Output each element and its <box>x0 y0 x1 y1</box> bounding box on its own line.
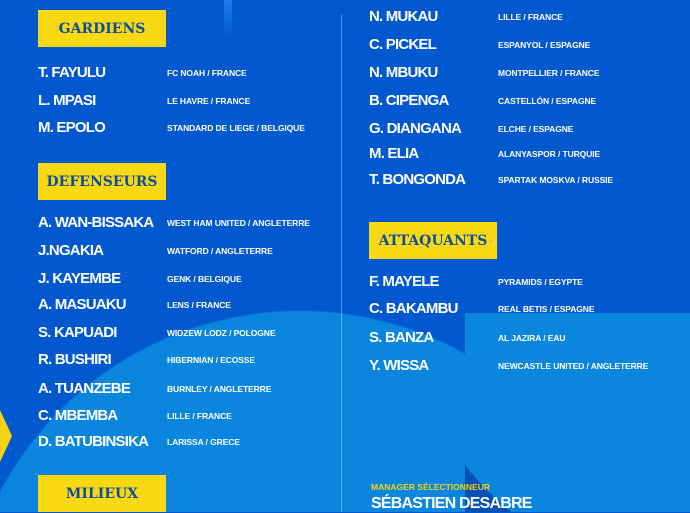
player-name: A. WAN-BISSAKA <box>38 214 154 231</box>
player-club: PYRAMIDS / EGYPTE <box>498 277 583 287</box>
light-streak <box>224 0 232 40</box>
player-row: T. BONGONDA SPARTAK MOSKVA / RUSSIE <box>369 170 669 190</box>
player-row: B. CIPENGA CASTELLÓN / ESPAGNE <box>369 91 669 111</box>
player-row: Y. WISSA NEWCASTLE UNITED / ANGLETERRE <box>369 356 669 376</box>
player-club: WIDZEW LODZ / POLOGNE <box>167 328 276 338</box>
player-name: J.NGAKIA <box>38 242 104 259</box>
player-club: ELCHE / ESPAGNE <box>498 124 574 134</box>
player-club: GENK / BELGIQUE <box>167 274 242 284</box>
manager-label: MANAGER SÉLECTIONNEUR <box>371 482 491 492</box>
player-club: STANDARD DE LIEGE / BELGIQUE <box>167 123 305 133</box>
player-row: L. MPASI LE HAVRE / FRANCE <box>38 91 338 111</box>
player-row: T. FAYULU FC NOAH / FRANCE <box>38 63 338 83</box>
player-club: NEWCASTLE UNITED / ANGLETERRE <box>498 361 649 371</box>
player-club: AL JAZIRA / EAU <box>498 333 566 343</box>
player-club: FC NOAH / FRANCE <box>167 68 247 78</box>
player-row: A. TUANZEBE BURNLEY / ANGLETERRE <box>38 379 338 399</box>
player-row: S. KAPUADI WIDZEW LODZ / POLOGNE <box>38 323 338 343</box>
player-name: B. CIPENGA <box>369 92 449 109</box>
player-club: CASTELLÓN / ESPAGNE <box>498 96 597 106</box>
player-name: M. EPOLO <box>38 119 106 136</box>
player-name: J. KAYEMBE <box>38 270 121 287</box>
player-name: F. MAYELE <box>369 273 440 290</box>
header-defenseurs: DEFENSEURS <box>38 163 166 200</box>
player-row: F. MAYELE PYRAMIDS / EGYPTE <box>369 272 669 292</box>
player-name: S. BANZA <box>369 329 434 346</box>
player-club: ALANYASPOR / TURQUIE <box>498 149 601 159</box>
player-row: C. PICKEL ESPANYOL / ESPAGNE <box>369 35 669 55</box>
player-name: M. ELIA <box>369 145 419 162</box>
player-name: A. TUANZEBE <box>38 380 131 397</box>
player-name: R. BUSHIRI <box>38 351 112 368</box>
player-name: G. DIANGANA <box>369 120 462 137</box>
player-club: LENS / FRANCE <box>167 300 231 310</box>
player-name: D. BATUBINSIKA <box>38 433 149 450</box>
player-club: REAL BETIS / ESPAGNE <box>498 304 595 314</box>
player-name: N. MBUKU <box>369 64 438 81</box>
player-name: T. BONGONDA <box>369 171 466 188</box>
player-row: A. WAN-BISSAKA WEST HAM UNITED / ANGLETER… <box>38 213 338 233</box>
player-club: LE HAVRE / FRANCE <box>167 96 251 106</box>
player-row: D. BATUBINSIKA LARISSA / GRECE <box>38 432 338 452</box>
player-row: S. BANZA AL JAZIRA / EAU <box>369 328 669 348</box>
player-club: SPARTAK MOSKVA / RUSSIE <box>498 175 613 185</box>
player-row: N. MUKAU LILLE / FRANCE <box>369 7 669 27</box>
player-club: LARISSA / GRECE <box>167 437 240 447</box>
player-name: T. FAYULU <box>38 64 106 81</box>
player-row: M. EPOLO STANDARD DE LIEGE / BELGIQUE <box>38 118 338 138</box>
player-name: N. MUKAU <box>369 8 438 25</box>
player-name: S. KAPUADI <box>38 324 117 341</box>
column-divider <box>341 15 342 512</box>
player-row: G. DIANGANA ELCHE / ESPAGNE <box>369 119 669 139</box>
player-club: LILLE / FRANCE <box>167 411 232 421</box>
player-club: BURNLEY / ANGLETERRE <box>167 384 272 394</box>
player-club: MONTPELLIER / FRANCE <box>498 68 600 78</box>
player-row: C. BAKAMBU REAL BETIS / ESPAGNE <box>369 299 669 319</box>
header-gardiens: GARDIENS <box>38 10 166 47</box>
player-name: C. MBEMBA <box>38 407 118 424</box>
player-name: C. BAKAMBU <box>369 300 458 317</box>
player-name: L. MPASI <box>38 92 96 109</box>
player-row: J. KAYEMBE GENK / BELGIQUE <box>38 269 338 289</box>
manager-name: SÉBASTIEN DESABRE <box>371 495 532 512</box>
header-attaquants: ATTAQUANTS <box>369 222 497 259</box>
player-row: J.NGAKIA WATFORD / ANGLETERRE <box>38 241 338 261</box>
yellow-triangle <box>0 410 12 462</box>
player-club: ESPANYOL / ESPAGNE <box>498 40 591 50</box>
player-club: HIBERNIAN / ECOSSE <box>167 355 255 365</box>
player-club: WATFORD / ANGLETERRE <box>167 246 273 256</box>
player-club: LILLE / FRANCE <box>498 12 563 22</box>
player-name: C. PICKEL <box>369 36 437 53</box>
player-row: R. BUSHIRI HIBERNIAN / ECOSSE <box>38 350 338 370</box>
player-row: A. MASUAKU LENS / FRANCE <box>38 295 338 315</box>
player-name: A. MASUAKU <box>38 296 127 313</box>
header-milieux: MILIEUX <box>38 475 166 512</box>
bg-panel <box>465 313 690 512</box>
player-row: N. MBUKU MONTPELLIER / FRANCE <box>369 63 669 83</box>
player-row: M. ELIA ALANYASPOR / TURQUIE <box>369 144 669 164</box>
player-row: C. MBEMBA LILLE / FRANCE <box>38 406 338 426</box>
player-club: WEST HAM UNITED / ANGLETERRE <box>167 218 310 228</box>
player-name: Y. WISSA <box>369 357 429 374</box>
